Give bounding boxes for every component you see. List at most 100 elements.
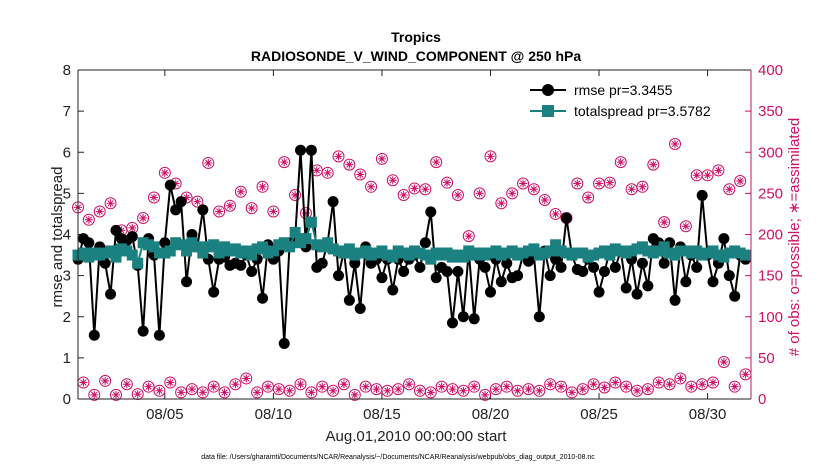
obs-possible-marker <box>717 355 730 368</box>
obs-possible-marker <box>533 384 546 397</box>
obs-assimilated-marker <box>84 215 93 224</box>
obs-possible-marker <box>147 191 160 204</box>
obs-possible-marker <box>430 156 443 169</box>
obs-possible-marker <box>538 193 551 206</box>
obs-possible-marker <box>707 376 720 389</box>
obs-possible-marker <box>202 156 215 169</box>
obs-assimilated-marker <box>253 388 262 397</box>
obs-possible-marker <box>207 380 220 393</box>
obs-possible-marker <box>549 207 562 220</box>
rmse-point <box>295 144 307 156</box>
totalspread-point <box>191 241 203 253</box>
x-tick-label: 08/25 <box>580 406 618 423</box>
obs-assimilated-marker <box>616 158 625 167</box>
totalspread-point <box>132 257 144 269</box>
obs-assimilated-marker <box>741 370 750 379</box>
obs-possible-marker <box>403 378 416 391</box>
obs-assimilated-marker <box>502 382 511 391</box>
obs-assimilated-marker <box>220 388 229 397</box>
totalspread-point <box>267 245 279 257</box>
rmse-point <box>598 266 610 278</box>
y-right-tick-label: 50 <box>758 350 775 367</box>
rmse-point <box>105 288 117 300</box>
obs-assimilated-marker <box>307 388 316 397</box>
obs-assimilated-marker <box>448 385 457 394</box>
obs-possible-marker <box>723 183 736 196</box>
rmse-point <box>88 329 100 341</box>
obs-assimilated-marker <box>204 158 213 167</box>
obs-assimilated-marker <box>198 388 207 397</box>
totalspread-point <box>387 251 399 263</box>
totalspread-point <box>528 243 540 255</box>
y-tick-label: 3 <box>63 268 71 285</box>
rmse-point <box>642 280 654 292</box>
obs-assimilated-marker <box>486 152 495 161</box>
obs-possible-marker <box>240 372 253 385</box>
obs-possible-marker <box>674 372 687 385</box>
y-right-tick-label: 200 <box>758 227 783 244</box>
y-tick-label: 1 <box>63 350 71 367</box>
obs-possible-marker <box>457 384 470 397</box>
obs-possible-marker <box>131 388 144 401</box>
obs-assimilated-marker <box>459 386 468 395</box>
obs-assimilated-marker <box>231 380 240 389</box>
totalspread-point <box>126 249 138 261</box>
rmse-point <box>83 237 95 249</box>
rmse-point <box>691 261 703 273</box>
obs-assimilated-marker <box>258 182 267 191</box>
totalspread-point <box>305 216 317 228</box>
obs-possible-marker <box>734 175 747 188</box>
obs-possible-marker <box>587 378 600 391</box>
obs-possible-marker <box>153 384 166 397</box>
rmse-point <box>723 270 735 282</box>
obs-possible-marker <box>473 187 486 200</box>
obs-assimilated-marker <box>557 382 566 391</box>
totalspread-point <box>300 233 312 245</box>
rmse-point <box>316 257 328 269</box>
obs-assimilated-marker <box>638 182 647 191</box>
rmse-point <box>354 303 366 315</box>
y-tick-label: 2 <box>63 309 71 326</box>
obs-assimilated-marker <box>681 222 690 231</box>
y-right-tick-label: 250 <box>758 185 783 202</box>
obs-possible-marker <box>614 156 627 169</box>
obs-possible-marker <box>294 378 307 391</box>
obs-assimilated-marker <box>687 382 696 391</box>
obs-possible-marker <box>636 180 649 193</box>
totalspread-point <box>544 245 556 257</box>
obs-assimilated-marker <box>529 185 538 194</box>
rmse-point <box>631 288 643 300</box>
obs-assimilated-marker <box>497 199 506 208</box>
rmse-point <box>235 259 247 271</box>
obs-possible-marker <box>82 213 95 226</box>
obs-assimilated-marker <box>573 179 582 188</box>
obs-possible-marker <box>245 202 258 215</box>
obs-assimilated-marker <box>388 176 397 185</box>
obs-possible-marker <box>576 383 589 396</box>
obs-assimilated-marker <box>166 378 175 387</box>
obs-assimilated-marker <box>584 193 593 202</box>
x-tick-label: 08/15 <box>363 406 401 423</box>
totalspread-point <box>257 241 269 253</box>
y-tick-label: 4 <box>63 227 71 244</box>
obs-assimilated-marker <box>377 154 386 163</box>
y-tick-label: 7 <box>63 103 71 120</box>
obs-possible-marker <box>647 158 660 171</box>
y-tick-label: 6 <box>63 144 71 161</box>
obs-assimilated-marker <box>551 209 560 218</box>
rmse-point <box>560 212 572 224</box>
totalspread-point <box>164 245 176 257</box>
rmse-point <box>533 311 545 323</box>
rmse-point <box>479 261 491 273</box>
totalspread-point <box>343 243 355 255</box>
rmse-point <box>305 144 317 156</box>
obs-assimilated-marker <box>367 182 376 191</box>
rmse-point <box>577 266 589 278</box>
obs-possible-marker <box>175 386 188 399</box>
obs-assimilated-marker <box>432 158 441 167</box>
rmse-point <box>636 257 648 269</box>
rmse-point <box>620 282 632 294</box>
obs-assimilated-marker <box>269 207 278 216</box>
obs-assimilated-marker <box>79 378 88 387</box>
obs-possible-marker <box>468 380 481 393</box>
